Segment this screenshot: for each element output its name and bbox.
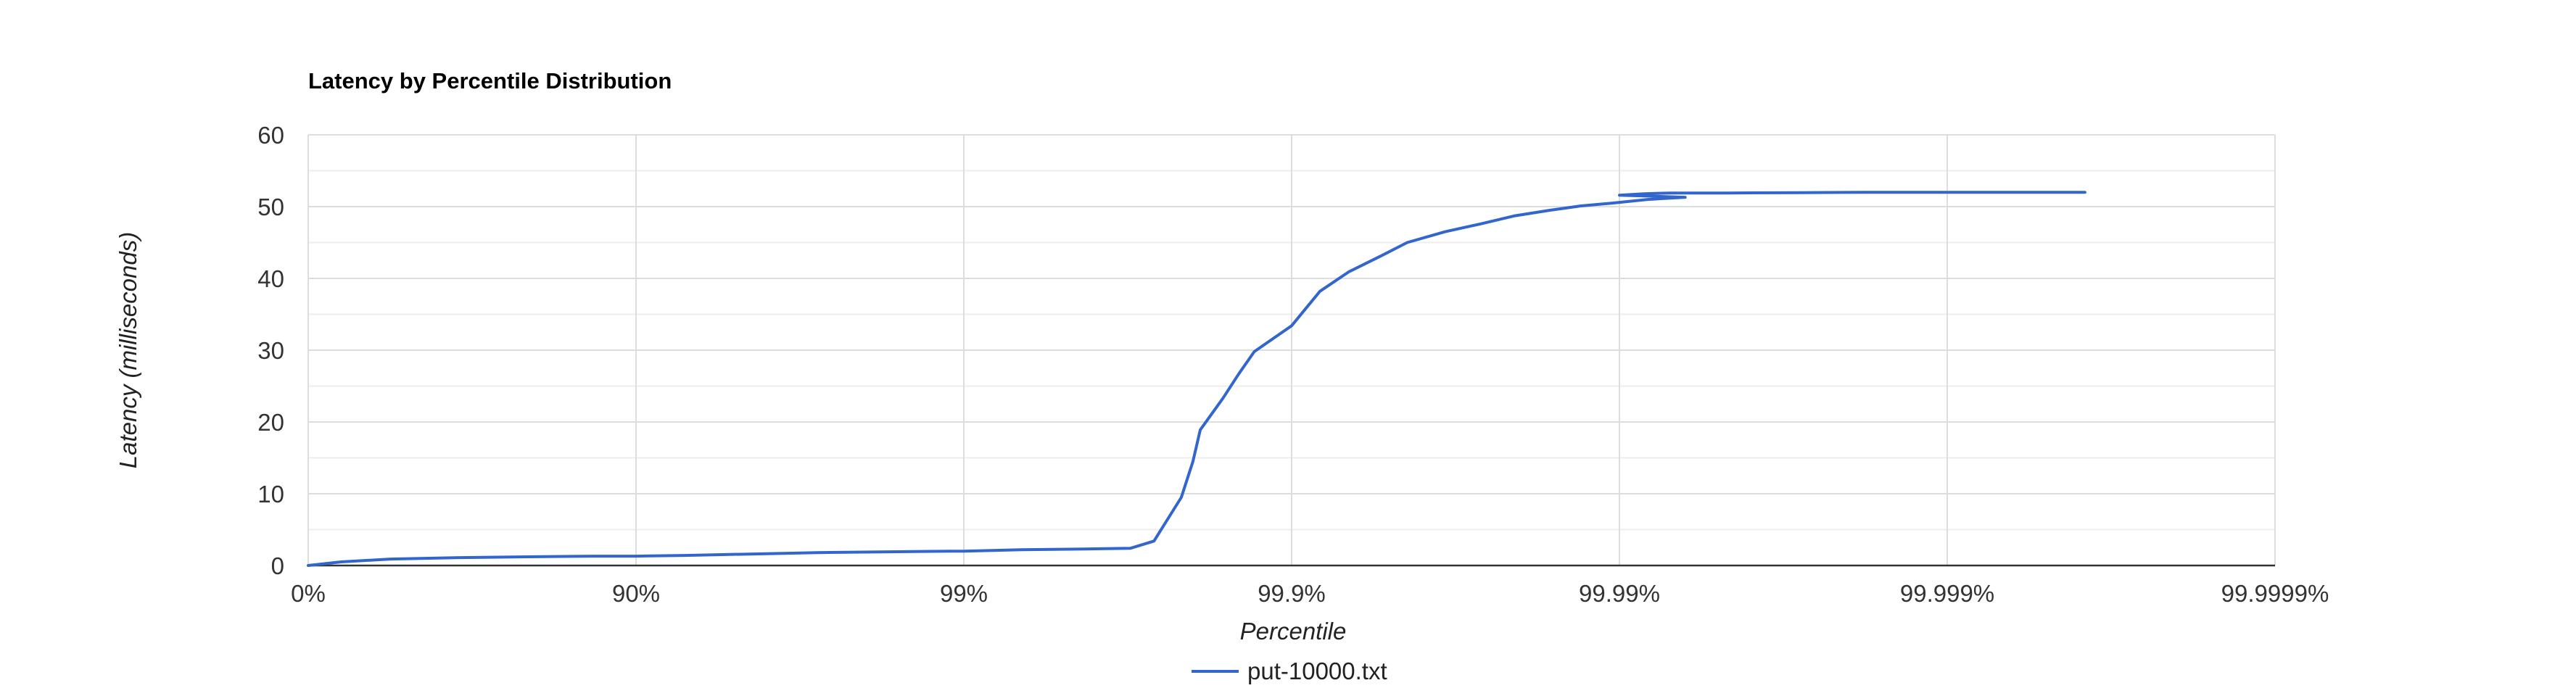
x-tick-label: 99.99%	[1579, 580, 1660, 607]
y-tick-label: 50	[257, 194, 284, 220]
y-tick-label: 10	[257, 481, 284, 508]
x-tick-label: 99.9999%	[2221, 580, 2329, 607]
y-tick-label: 20	[257, 409, 284, 436]
x-tick-label: 99.999%	[1900, 580, 1994, 607]
series-layer	[308, 192, 2085, 566]
y-tick-label: 40	[257, 265, 284, 292]
x-tick-label: 0%	[291, 580, 326, 607]
x-tick-label: 90%	[612, 580, 660, 607]
major-gridlines	[308, 135, 2275, 566]
chart-title: Latency by Percentile Distribution	[308, 68, 672, 94]
y-tick-label: 0	[271, 552, 284, 579]
y-tick-label: 60	[257, 122, 284, 149]
x-axis-title: Percentile	[1240, 618, 1347, 645]
x-tick-label: 99.9%	[1258, 580, 1326, 607]
series-line-0	[308, 192, 2085, 566]
x-tick-label: 99%	[940, 580, 988, 607]
legend[interactable]: put-10000.txt	[1192, 658, 1387, 684]
x-axis-ticks: 0% 90% 99% 99.9% 99.99% 99.999% 99.9999%	[291, 580, 2329, 607]
y-axis-ticks: 0 10 20 30 40 50 60	[257, 122, 284, 579]
legend-label: put-10000.txt	[1247, 658, 1387, 684]
y-tick-label: 30	[257, 337, 284, 364]
y-axis-title: Latency (milliseconds)	[115, 232, 141, 468]
